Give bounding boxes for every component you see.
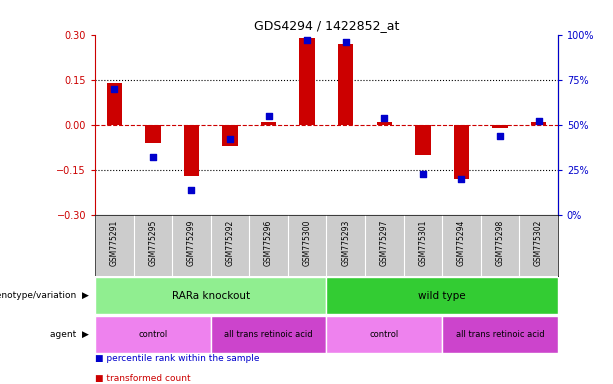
Bar: [442, 316, 558, 353]
Bar: [223, 125, 238, 146]
Point: [148, 154, 158, 161]
Bar: [184, 125, 199, 176]
Point: [225, 136, 235, 142]
Text: GSM775299: GSM775299: [187, 220, 196, 266]
Text: RARa knockout: RARa knockout: [172, 291, 249, 301]
Text: GSM775294: GSM775294: [457, 220, 466, 266]
Text: GSM775292: GSM775292: [226, 220, 235, 266]
Text: GSM775291: GSM775291: [110, 220, 119, 266]
Point: [379, 114, 389, 121]
Bar: [95, 316, 211, 353]
Point: [534, 118, 544, 124]
Text: GSM775301: GSM775301: [418, 220, 427, 266]
Bar: [145, 125, 161, 143]
Text: all trans retinoic acid: all trans retinoic acid: [224, 329, 313, 339]
Text: GSM775293: GSM775293: [341, 220, 350, 266]
Bar: [492, 125, 508, 128]
Bar: [376, 122, 392, 125]
Text: all trans retinoic acid: all trans retinoic acid: [455, 329, 544, 339]
Point: [264, 113, 273, 119]
Text: agent  ▶: agent ▶: [50, 329, 89, 339]
Text: GSM775302: GSM775302: [534, 220, 543, 266]
Text: GSM775300: GSM775300: [303, 220, 311, 266]
Bar: [261, 122, 276, 125]
Bar: [107, 83, 122, 125]
Point: [495, 132, 505, 139]
Bar: [327, 316, 442, 353]
Text: wild type: wild type: [418, 291, 466, 301]
Bar: [95, 277, 327, 314]
Text: ■ transformed count: ■ transformed count: [95, 374, 191, 383]
Bar: [338, 44, 354, 125]
Text: GSM775296: GSM775296: [264, 220, 273, 266]
Bar: [299, 38, 315, 125]
Bar: [415, 125, 430, 155]
Bar: [211, 316, 327, 353]
Point: [418, 170, 428, 177]
Bar: [327, 277, 558, 314]
Bar: [531, 122, 546, 125]
Text: genotype/variation  ▶: genotype/variation ▶: [0, 291, 89, 300]
Title: GDS4294 / 1422852_at: GDS4294 / 1422852_at: [254, 19, 399, 32]
Text: GSM775295: GSM775295: [148, 220, 158, 266]
Point: [341, 39, 351, 45]
Point: [109, 86, 119, 92]
Text: GSM775297: GSM775297: [380, 220, 389, 266]
Text: control: control: [139, 329, 167, 339]
Text: control: control: [370, 329, 399, 339]
Text: GSM775298: GSM775298: [495, 220, 504, 266]
Text: ■ percentile rank within the sample: ■ percentile rank within the sample: [95, 354, 259, 363]
Point: [186, 187, 196, 193]
Point: [302, 37, 312, 43]
Point: [457, 176, 466, 182]
Bar: [454, 125, 469, 179]
